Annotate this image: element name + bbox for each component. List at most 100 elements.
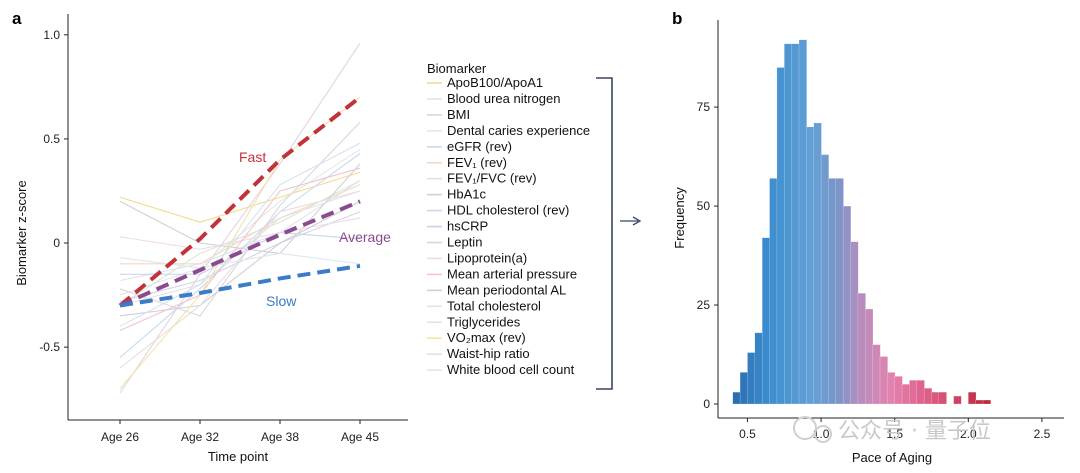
legend-label: HbA1c xyxy=(447,187,487,202)
biomarker-line xyxy=(119,252,361,269)
histogram-bar xyxy=(909,380,918,405)
legend-label: Total cholesterol xyxy=(447,298,541,313)
panel-a-chart: -0.5 0 0.5 1.0 Age 26 Age 32 Age 38 Age 45 Fast… xyxy=(14,14,408,464)
panel-b-histogram-bars xyxy=(732,39,991,405)
biomarker-line xyxy=(119,180,361,282)
legend-label: BMI xyxy=(447,107,470,122)
b-x-tick-label: 0.5 xyxy=(739,427,756,441)
histogram-bar xyxy=(798,39,807,405)
panel-b-x-axis-title: Pace of Aging xyxy=(852,450,932,465)
biomarker-line xyxy=(119,163,361,255)
histogram-bar xyxy=(901,384,911,405)
b-x-tick-label: 1.5 xyxy=(886,427,903,441)
legend-arrow-head xyxy=(632,216,642,226)
legend-label: Mean periodontal AL xyxy=(447,282,566,297)
b-y-tick-label: 25 xyxy=(697,298,711,312)
legend-label: White blood cell count xyxy=(447,362,575,377)
b-y-tick-label: 75 xyxy=(697,100,711,114)
a-x-tick-label: Age 45 xyxy=(341,430,379,444)
b-x-tick-label: 2.5 xyxy=(1034,427,1051,441)
histogram-bar xyxy=(813,122,822,405)
biomarker-line xyxy=(119,42,361,394)
legend-label: Dental caries experience xyxy=(447,123,590,138)
histogram-bar xyxy=(820,154,830,405)
trend-line-fast xyxy=(118,95,362,308)
panel-b-chart: 0 25 50 75 0.5 1.0 1.5 2.0 2.5 Pace of Aging Fre… xyxy=(672,20,1064,465)
a-y-tick-label: -0.5 xyxy=(39,340,60,354)
panel-a-label: a xyxy=(12,9,22,28)
histogram-bar xyxy=(894,376,903,405)
b-y-tick-label: 0 xyxy=(703,397,710,411)
biomarker-line xyxy=(119,142,361,327)
panel-a-trend-lines xyxy=(118,95,362,308)
biomarker-line xyxy=(119,217,361,250)
histogram-bar xyxy=(872,344,881,405)
histogram-bar xyxy=(791,43,800,405)
histogram-bar xyxy=(761,237,771,405)
legend-label: hsCRP xyxy=(447,219,488,234)
histogram-bar xyxy=(923,387,933,405)
histogram-bar xyxy=(887,372,896,405)
legend-bracket xyxy=(596,77,613,390)
a-x-tick-label: Age 38 xyxy=(261,430,299,444)
biomarker-line xyxy=(119,167,361,331)
histogram-bar xyxy=(916,380,925,405)
histogram-bar xyxy=(931,391,940,405)
annotation-average: Average xyxy=(339,229,391,245)
histogram-bar xyxy=(975,399,984,405)
a-y-tick-label: 1.0 xyxy=(43,28,60,42)
histogram-bar xyxy=(835,178,844,405)
histogram-bar xyxy=(828,178,837,405)
biomarker-line xyxy=(119,171,361,223)
histogram-bar xyxy=(732,391,741,405)
histogram-bar xyxy=(806,126,815,405)
b-y-tick-label: 50 xyxy=(697,199,711,213)
panel-b-label: b xyxy=(672,9,682,28)
panel-b-axes: 0 25 50 75 0.5 1.0 1.5 2.0 2.5 xyxy=(697,20,1064,441)
annotation-slow: Slow xyxy=(266,293,297,309)
histogram-bar xyxy=(968,391,977,405)
watermark-text: 公众号 · 量子位 xyxy=(838,419,991,444)
b-x-tick-label: 2.0 xyxy=(960,427,977,441)
histogram-bar xyxy=(879,356,888,405)
biomarker-line xyxy=(119,153,361,358)
panel-a-axes: -0.5 0 0.5 1.0 Age 26 Age 32 Age 38 Age 45 xyxy=(39,14,408,444)
a-y-tick-label: 0 xyxy=(53,236,60,250)
histogram-bar xyxy=(842,205,852,405)
legend-label: FEV₁/FVC (rev) xyxy=(447,171,537,186)
panel-b-y-axis-title: Frequency xyxy=(672,187,687,249)
histogram-bar xyxy=(739,372,749,405)
legend-label: Waist-hip ratio xyxy=(447,346,530,361)
trend-line-slow xyxy=(119,263,361,308)
histogram-bar xyxy=(938,391,947,405)
watermark: 公众号 · 量子位 xyxy=(793,416,991,444)
legend-label: FEV₁ (rev) xyxy=(447,155,507,170)
biomarker-line xyxy=(119,211,361,302)
histogram-bar xyxy=(982,399,991,405)
wechat-icon xyxy=(793,416,817,440)
legend-label: ApoB100/ApoA1 xyxy=(447,75,543,90)
histogram-bar xyxy=(784,43,793,405)
legend-title: Biomarker xyxy=(427,61,487,76)
histogram-bar xyxy=(857,292,866,405)
trend-line-average xyxy=(119,199,361,308)
wechat-icon-small xyxy=(814,425,832,443)
panel-a-x-axis-title: Time point xyxy=(208,449,269,464)
a-x-tick-label: Age 32 xyxy=(181,430,219,444)
panel-a-y-axis-title: Biomarker z-score xyxy=(14,180,29,285)
a-y-tick-label: 0.5 xyxy=(43,132,60,146)
biomarker-line xyxy=(119,190,361,369)
legend-label: HDL cholesterol (rev) xyxy=(447,203,569,218)
histogram-bar xyxy=(754,332,763,405)
a-x-tick-label: Age 26 xyxy=(101,430,139,444)
biomarker-line xyxy=(119,200,361,317)
histogram-bar xyxy=(865,308,874,405)
b-x-tick-label: 1.0 xyxy=(813,427,830,441)
annotation-fast: Fast xyxy=(239,149,266,165)
legend-label: Lipoprotein(a) xyxy=(447,250,527,265)
histogram-bar xyxy=(953,395,962,405)
legend-label: VO₂max (rev) xyxy=(447,330,526,345)
